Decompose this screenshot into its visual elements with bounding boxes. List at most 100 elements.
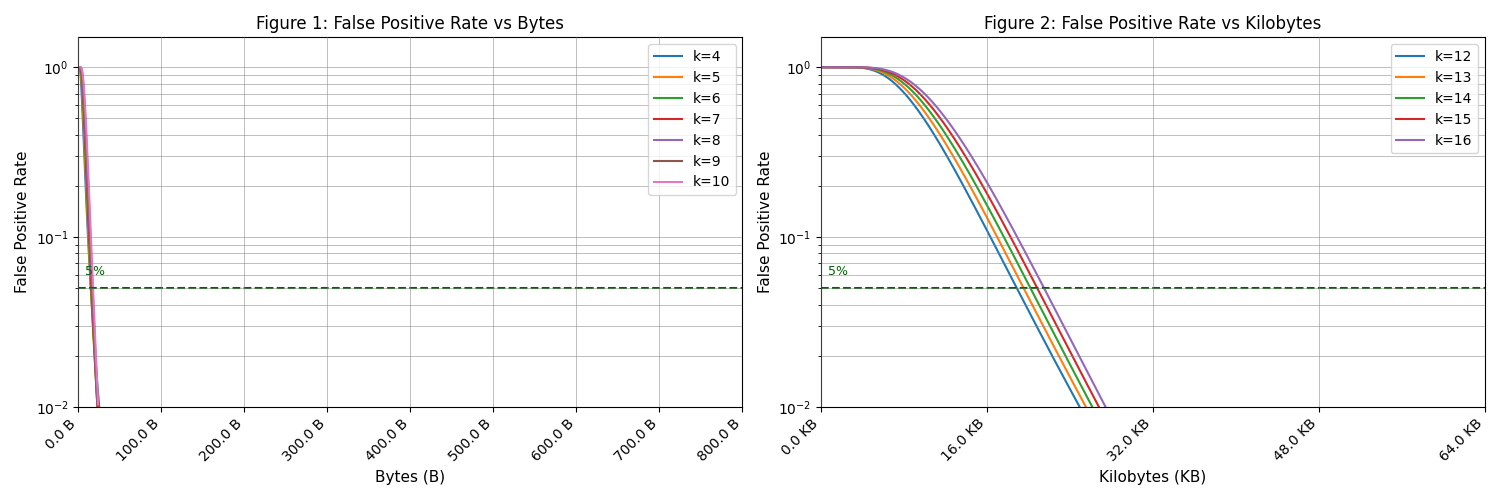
k=14 bbox=[1071, 382, 1089, 388]
k=10 bbox=[72, 64, 90, 70]
k=4 bbox=[82, 302, 100, 308]
k=7 bbox=[70, 64, 88, 70]
k=4 bbox=[87, 368, 105, 374]
k=16 bbox=[847, 64, 865, 70]
Line: k=7: k=7 bbox=[80, 67, 98, 406]
Legend: k=4, k=5, k=6, k=7, k=8, k=9, k=10: k=4, k=5, k=6, k=7, k=8, k=9, k=10 bbox=[648, 44, 735, 195]
k=6 bbox=[72, 66, 90, 72]
k=7 bbox=[72, 66, 90, 71]
k=5 bbox=[70, 64, 88, 70]
k=5 bbox=[84, 315, 102, 321]
k=7 bbox=[70, 64, 88, 70]
Line: k=6: k=6 bbox=[80, 67, 98, 405]
k=9 bbox=[70, 64, 88, 70]
X-axis label: Bytes (B): Bytes (B) bbox=[375, 470, 446, 484]
k=7 bbox=[88, 398, 106, 404]
k=6 bbox=[88, 398, 106, 404]
k=9 bbox=[72, 64, 90, 70]
k=13 bbox=[944, 151, 962, 157]
k=16 bbox=[912, 87, 930, 93]
Text: 5%: 5% bbox=[828, 265, 848, 278]
k=4 bbox=[76, 190, 94, 196]
k=8 bbox=[86, 344, 104, 350]
k=13 bbox=[812, 64, 830, 70]
k=12 bbox=[963, 199, 981, 205]
Line: k=12: k=12 bbox=[821, 67, 1080, 406]
k=14 bbox=[993, 231, 1011, 237]
k=13 bbox=[892, 82, 910, 88]
k=5 bbox=[86, 345, 104, 351]
k=10 bbox=[75, 81, 93, 87]
k=6 bbox=[70, 64, 88, 70]
k=7 bbox=[70, 64, 88, 70]
k=14 bbox=[878, 70, 896, 76]
k=6 bbox=[74, 83, 92, 89]
k=14 bbox=[993, 229, 1011, 235]
Line: k=9: k=9 bbox=[80, 67, 98, 404]
k=5 bbox=[72, 82, 90, 87]
k=8 bbox=[88, 402, 106, 408]
k=5 bbox=[88, 404, 106, 409]
k=13 bbox=[987, 232, 1005, 237]
k=12 bbox=[1071, 404, 1089, 409]
Title: Figure 1: False Positive Rate vs Bytes: Figure 1: False Positive Rate vs Bytes bbox=[256, 15, 564, 33]
k=14 bbox=[980, 206, 998, 212]
Y-axis label: False Positive Rate: False Positive Rate bbox=[758, 151, 772, 294]
k=5 bbox=[86, 350, 104, 356]
k=16 bbox=[812, 64, 830, 70]
k=9 bbox=[78, 158, 96, 164]
k=12 bbox=[812, 64, 830, 70]
k=15 bbox=[928, 112, 946, 117]
k=4 bbox=[87, 356, 105, 362]
k=9 bbox=[76, 114, 94, 120]
Title: Figure 2: False Positive Rate vs Kilobytes: Figure 2: False Positive Rate vs Kilobyt… bbox=[984, 15, 1322, 33]
k=16 bbox=[906, 82, 924, 87]
k=14 bbox=[944, 142, 962, 148]
k=12 bbox=[1011, 291, 1029, 297]
k=5 bbox=[75, 150, 93, 156]
k=8 bbox=[70, 64, 88, 70]
k=8 bbox=[70, 64, 88, 70]
Line: k=5: k=5 bbox=[80, 67, 98, 406]
k=14 bbox=[812, 64, 830, 70]
k=13 bbox=[1004, 265, 1022, 271]
k=4 bbox=[86, 336, 104, 342]
k=12 bbox=[998, 264, 1016, 270]
k=8 bbox=[76, 119, 94, 125]
k=15 bbox=[990, 211, 1008, 217]
k=15 bbox=[812, 64, 830, 70]
k=6 bbox=[88, 402, 106, 408]
k=13 bbox=[928, 126, 946, 132]
k=4 bbox=[90, 404, 108, 409]
k=8 bbox=[70, 64, 88, 70]
k=6 bbox=[70, 64, 88, 70]
k=10 bbox=[88, 402, 106, 407]
Line: k=15: k=15 bbox=[821, 67, 1098, 406]
k=15 bbox=[1044, 316, 1062, 322]
k=9 bbox=[70, 64, 88, 70]
Y-axis label: False Positive Rate: False Positive Rate bbox=[15, 151, 30, 294]
k=10 bbox=[70, 64, 88, 70]
k=16 bbox=[870, 66, 888, 71]
k=9 bbox=[75, 88, 93, 94]
X-axis label: Kilobytes (KB): Kilobytes (KB) bbox=[1100, 470, 1206, 485]
k=4 bbox=[76, 193, 94, 199]
k=10 bbox=[75, 80, 93, 86]
k=8 bbox=[86, 353, 104, 359]
Text: 5%: 5% bbox=[86, 265, 105, 278]
k=7 bbox=[80, 204, 98, 210]
Legend: k=12, k=13, k=14, k=15, k=16: k=12, k=13, k=14, k=15, k=16 bbox=[1390, 44, 1478, 153]
k=15 bbox=[1008, 246, 1026, 252]
k=4 bbox=[70, 64, 88, 70]
k=12 bbox=[975, 220, 993, 226]
k=12 bbox=[830, 64, 848, 70]
Line: k=4: k=4 bbox=[80, 67, 99, 406]
Line: k=13: k=13 bbox=[821, 67, 1086, 406]
k=5 bbox=[70, 66, 88, 71]
k=10 bbox=[75, 90, 93, 96]
k=16 bbox=[1096, 404, 1114, 409]
k=6 bbox=[80, 216, 98, 222]
k=15 bbox=[1089, 404, 1107, 409]
k=7 bbox=[88, 403, 106, 409]
k=12 bbox=[966, 204, 984, 210]
